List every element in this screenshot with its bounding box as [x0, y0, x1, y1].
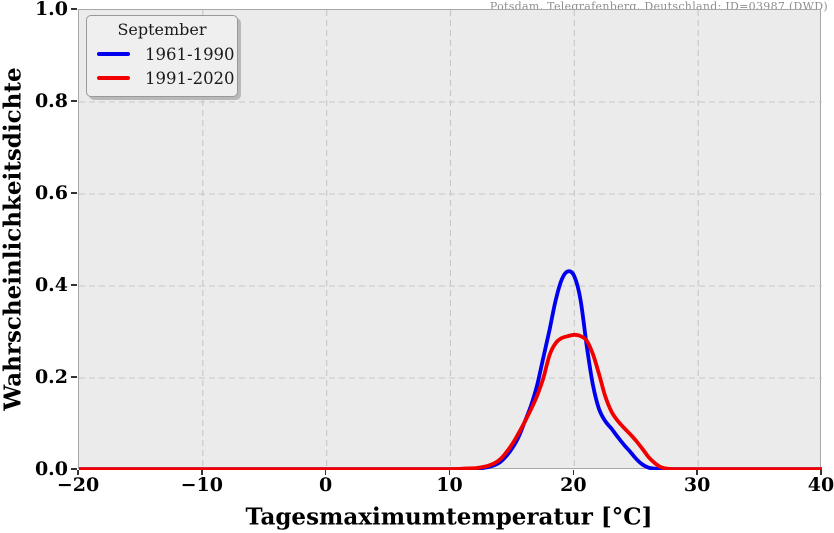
y-tick-mark: [71, 100, 77, 102]
x-tick-label: −10: [180, 474, 224, 496]
y-tick-label: 0.2: [34, 366, 68, 388]
x-tick-label: 40: [807, 474, 834, 496]
legend: September 1961-1990 1991-2020: [86, 15, 238, 97]
x-tick-mark: [572, 470, 575, 475]
density-curve-1991-2020: [79, 332, 822, 470]
legend-entry-1991-2020: 1991-2020: [95, 66, 235, 90]
x-tick-mark: [448, 470, 451, 475]
y-tick-mark: [71, 284, 77, 286]
y-tick-mark: [71, 376, 77, 378]
x-tick-label: −20: [56, 474, 100, 496]
x-tick-label: 10: [436, 474, 463, 496]
y-axis-label: Wahrscheinlichkeitsdichte: [0, 67, 27, 411]
x-axis-label: Tagesmaximumtemperatur [°C]: [245, 503, 653, 531]
x-tick-label: 30: [683, 474, 711, 496]
y-tick-label: 0.6: [34, 182, 68, 204]
y-tick-label: 0.8: [34, 90, 68, 112]
density-plot: [79, 10, 822, 470]
x-tick-mark: [696, 470, 698, 475]
legend-title: September: [117, 20, 207, 39]
legend-label: 1961-1990: [145, 44, 235, 64]
blue-line-swatch: [97, 52, 130, 56]
x-tick-mark: [324, 470, 327, 475]
y-tick-label: 1.0: [34, 0, 68, 20]
x-tick-mark: [820, 470, 822, 475]
y-tick-label: 0.4: [34, 274, 68, 296]
y-tick-mark: [71, 8, 77, 10]
x-tick-mark: [201, 470, 203, 475]
x-tick-mark: [77, 470, 79, 475]
y-tick-label: 0.0: [34, 458, 68, 480]
red-line-swatch: [97, 76, 130, 80]
x-tick-label: 20: [560, 474, 587, 496]
y-tick-mark: [71, 192, 77, 194]
legend-label: 1991-2020: [145, 68, 235, 88]
y-tick-mark: [71, 468, 77, 470]
legend-entry-1961-1990: 1961-1990: [95, 42, 235, 66]
x-tick-label: 0: [319, 474, 333, 496]
